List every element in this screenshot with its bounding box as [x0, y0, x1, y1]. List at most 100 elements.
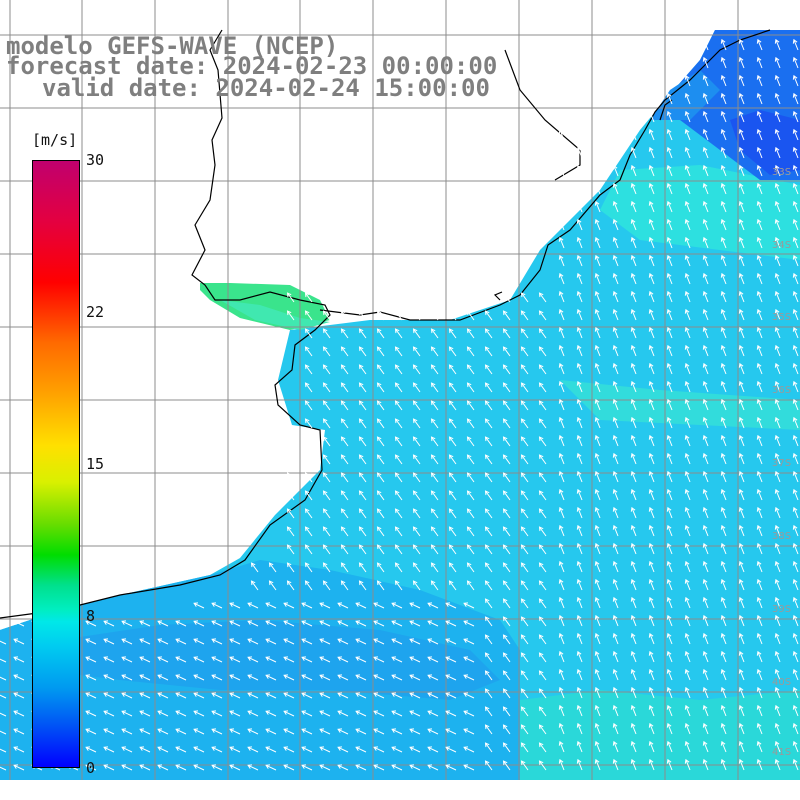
wind-arrow	[630, 704, 637, 717]
wind-arrow	[558, 182, 565, 195]
wind-arrow	[612, 578, 619, 591]
wind-arrow	[0, 674, 7, 681]
wind-arrow	[720, 632, 727, 645]
wind-arrow	[558, 560, 565, 573]
wind-arrow	[538, 382, 547, 393]
wind-arrow	[648, 146, 655, 159]
wind-arrow	[430, 436, 439, 447]
wind-arrow	[576, 470, 583, 483]
wind-arrow	[391, 764, 403, 771]
wind-arrow	[265, 656, 277, 663]
wind-arrow	[484, 634, 493, 645]
wind-arrow	[538, 400, 547, 411]
wind-arrow	[612, 740, 619, 753]
wind-arrow	[193, 620, 205, 627]
wind-arrow	[193, 656, 205, 663]
wind-arrow	[283, 638, 295, 645]
wind-arrow	[630, 200, 637, 213]
wind-arrow	[229, 710, 241, 717]
wind-arrow	[520, 724, 529, 735]
latitude-label: 34S	[772, 240, 791, 251]
wind-arrow	[337, 602, 349, 609]
wind-arrow	[409, 710, 421, 717]
wind-arrow	[358, 544, 367, 555]
wind-arrow	[265, 674, 277, 681]
wind-arrow	[373, 710, 385, 717]
wind-arrow	[630, 758, 637, 771]
wind-arrow	[774, 146, 781, 159]
wind-arrow	[756, 290, 763, 303]
wind-arrow	[684, 164, 691, 177]
wind-arrow	[448, 526, 457, 537]
wind-arrow	[358, 472, 367, 483]
wind-arrow	[756, 92, 763, 105]
wind-arrow	[576, 452, 583, 465]
wind-arrow	[484, 472, 493, 483]
wind-arrow	[558, 434, 565, 447]
wind-arrow	[774, 164, 781, 177]
wind-arrow	[304, 544, 313, 555]
wind-speed-field	[0, 30, 800, 780]
wind-arrow	[630, 560, 637, 573]
wind-arrow	[792, 524, 799, 537]
wind-arrow	[666, 272, 673, 285]
wind-arrow	[13, 692, 25, 699]
wind-arrow	[738, 254, 745, 267]
wind-arrow	[448, 508, 457, 519]
wind-arrow	[412, 382, 421, 393]
wind-arrow	[756, 128, 763, 141]
wind-arrow	[283, 710, 295, 717]
wind-arrow	[720, 110, 727, 123]
wind-arrow	[391, 674, 403, 681]
wind-arrow	[792, 470, 799, 483]
wind-arrow	[376, 454, 385, 465]
wind-arrow	[520, 346, 529, 357]
wind-arrow	[558, 146, 565, 159]
wind-arrow	[702, 326, 709, 339]
wind-arrow	[121, 710, 133, 717]
wind-arrow	[247, 602, 259, 609]
wind-arrow	[502, 382, 511, 393]
wind-arrow	[175, 620, 187, 627]
wind-arrow	[630, 362, 637, 375]
wind-arrow	[666, 146, 673, 159]
wind-arrow	[792, 686, 799, 699]
wind-arrow	[283, 692, 295, 699]
wind-arrow	[720, 596, 727, 609]
wind-arrow	[576, 362, 583, 375]
wind-arrow	[702, 200, 709, 213]
wind-arrow	[738, 74, 745, 87]
wind-arrow	[684, 506, 691, 519]
wind-arrow	[211, 602, 223, 609]
latitude-label: 41S	[772, 747, 791, 758]
wind-arrow	[792, 542, 799, 555]
wind-arrow	[702, 290, 709, 303]
wind-arrow	[121, 692, 133, 699]
wind-arrow	[594, 200, 601, 213]
wind-arrow	[466, 346, 475, 357]
wind-arrow	[612, 704, 619, 717]
wind-arrow	[265, 764, 277, 771]
wind-arrow	[520, 436, 529, 447]
wind-arrow	[648, 110, 655, 123]
wind-arrow	[376, 544, 385, 555]
wind-arrow	[774, 128, 781, 141]
wind-arrow	[684, 470, 691, 483]
wind-arrow	[684, 398, 691, 411]
wind-arrow	[520, 544, 529, 555]
wind-arrow	[702, 650, 709, 663]
wind-arrow	[576, 308, 583, 321]
wind-arrow	[738, 506, 745, 519]
wind-arrow	[103, 746, 115, 753]
wind-arrow	[792, 236, 799, 249]
wind-arrow	[684, 146, 691, 159]
wind-arrow	[594, 542, 601, 555]
wind-arrow	[702, 560, 709, 573]
wind-arrow	[738, 758, 745, 771]
wind-arrow	[684, 344, 691, 357]
wind-arrow	[702, 56, 709, 69]
wind-arrow	[157, 710, 169, 717]
wind-arrow	[394, 328, 403, 339]
wind-arrow	[538, 328, 547, 339]
